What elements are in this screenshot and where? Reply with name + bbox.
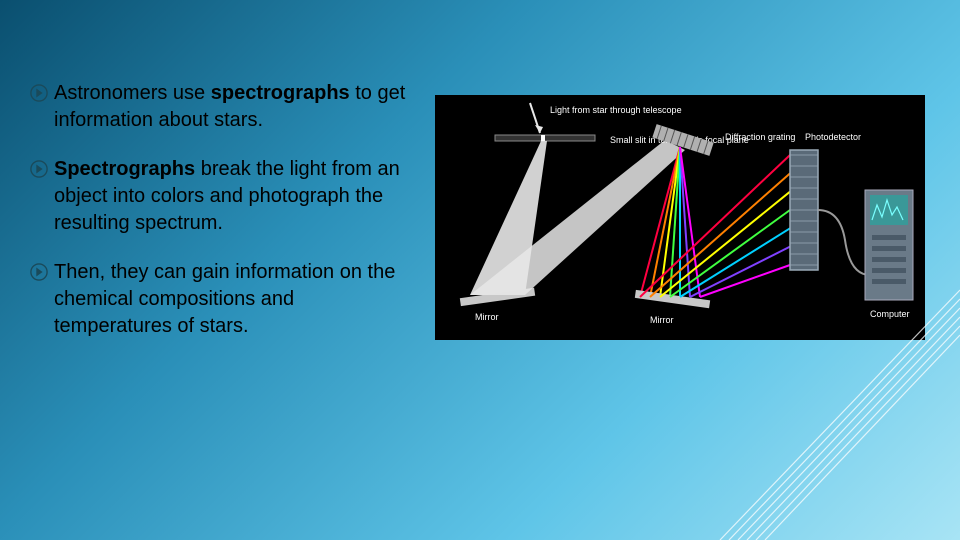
svg-text:Mirror: Mirror [650, 315, 674, 325]
svg-text:Mirror: Mirror [475, 312, 499, 322]
bullet-item: Astronomers use spectrographs to get inf… [30, 80, 410, 134]
bullet-list: Astronomers use spectrographs to get inf… [30, 80, 410, 362]
svg-text:Light from star through telesc: Light from star through telescope [550, 105, 682, 115]
svg-text:Computer: Computer [870, 309, 910, 319]
bullet-item: Spectrographs break the light from an ob… [30, 156, 410, 237]
spectrograph-diagram: Light from star through telescopeSmall s… [435, 95, 925, 340]
svg-text:Diffraction grating: Diffraction grating [725, 132, 795, 142]
svg-text:Photodetector: Photodetector [805, 132, 861, 142]
arrow-circle-icon [30, 263, 48, 281]
bullet-item: Then, they can gain information on the c… [30, 259, 410, 340]
arrow-circle-icon [30, 160, 48, 178]
bullet-text: Astronomers use spectrographs to get inf… [54, 80, 410, 134]
bullet-text: Then, they can gain information on the c… [54, 259, 410, 340]
bullet-text: Spectrographs break the light from an ob… [54, 156, 410, 237]
arrow-circle-icon [30, 84, 48, 102]
